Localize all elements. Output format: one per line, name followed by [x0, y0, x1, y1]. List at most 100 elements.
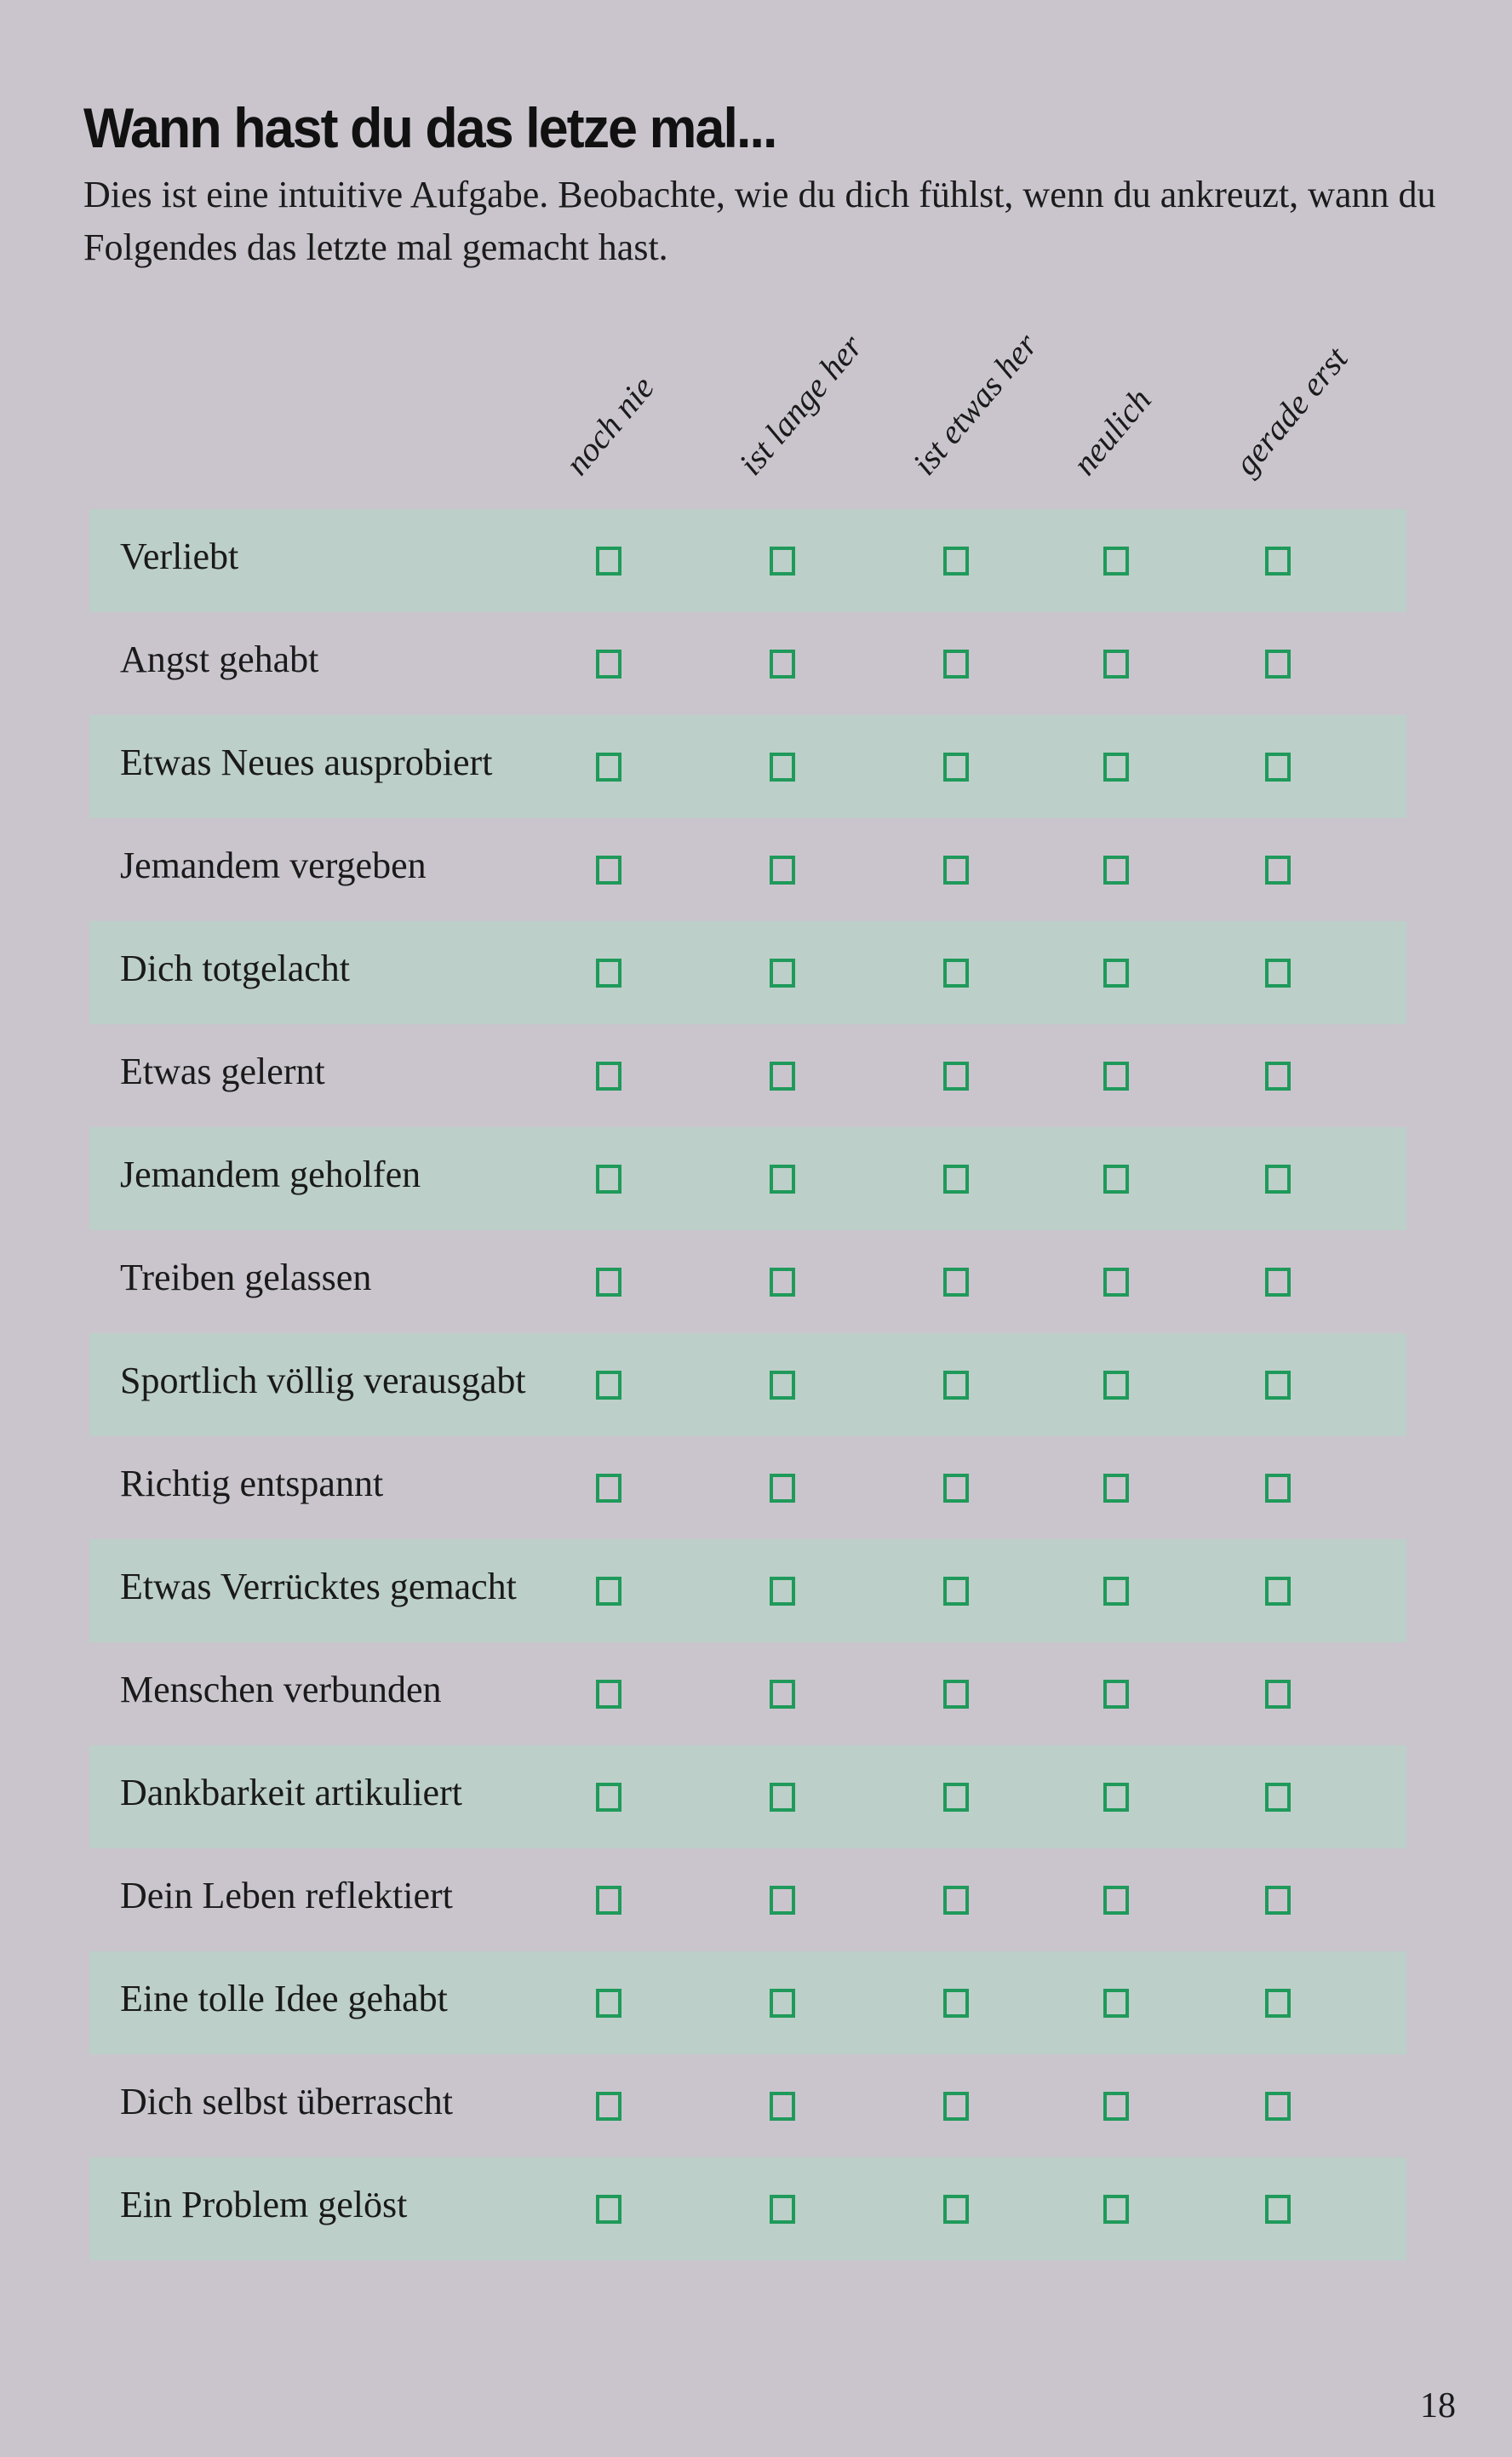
- table-row: Etwas Verrücktes gemacht: [89, 1539, 1406, 1642]
- checkbox[interactable]: [943, 1165, 969, 1194]
- checkbox[interactable]: [770, 547, 795, 576]
- checkbox[interactable]: [1103, 959, 1129, 988]
- checkbox[interactable]: [770, 753, 795, 782]
- checkbox[interactable]: [1265, 1165, 1291, 1194]
- checkbox[interactable]: [1103, 2195, 1129, 2224]
- checkbox[interactable]: [943, 753, 969, 782]
- table-row: Menschen verbunden: [89, 1642, 1406, 1745]
- checkbox[interactable]: [943, 1783, 969, 1812]
- checkbox[interactable]: [596, 1062, 621, 1091]
- checkbox[interactable]: [1265, 1371, 1291, 1400]
- checkbox[interactable]: [596, 1268, 621, 1297]
- checkbox[interactable]: [596, 547, 621, 576]
- checkbox[interactable]: [943, 1062, 969, 1091]
- checkbox[interactable]: [1103, 1165, 1129, 1194]
- checkbox[interactable]: [1103, 753, 1129, 782]
- checkbox[interactable]: [943, 1371, 969, 1400]
- checkbox[interactable]: [596, 2092, 621, 2121]
- intro-text: Dies ist eine intuitive Aufgabe. Beobach…: [83, 174, 1436, 268]
- checkbox[interactable]: [943, 856, 969, 885]
- checkbox[interactable]: [1103, 1886, 1129, 1915]
- checkbox[interactable]: [596, 1165, 621, 1194]
- checkbox[interactable]: [596, 1371, 621, 1400]
- checkbox[interactable]: [943, 959, 969, 988]
- checkbox[interactable]: [770, 1783, 795, 1812]
- checkbox[interactable]: [770, 1886, 795, 1915]
- checkbox[interactable]: [770, 1474, 795, 1503]
- checkbox[interactable]: [1103, 1062, 1129, 1091]
- checkbox[interactable]: [1103, 2092, 1129, 2121]
- checkbox[interactable]: [770, 959, 795, 988]
- row-label: Sportlich völlig verausgabt: [120, 1360, 526, 1401]
- checkbox[interactable]: [596, 1577, 621, 1606]
- checkbox[interactable]: [770, 1371, 795, 1400]
- checkbox[interactable]: [1265, 1062, 1291, 1091]
- checkbox[interactable]: [1103, 1783, 1129, 1812]
- checkbox[interactable]: [1265, 1680, 1291, 1709]
- checkbox[interactable]: [1103, 650, 1129, 679]
- checkbox[interactable]: [1265, 547, 1291, 576]
- checkbox[interactable]: [943, 2195, 969, 2224]
- checkbox[interactable]: [596, 1886, 621, 1915]
- table-row: Eine tolle Idee gehabt: [89, 1951, 1406, 2054]
- checkbox[interactable]: [1103, 1371, 1129, 1400]
- checkbox[interactable]: [1265, 1989, 1291, 2018]
- checkbox[interactable]: [1103, 1577, 1129, 1606]
- table-row: Angst gehabt: [89, 612, 1406, 715]
- table-row: Dankbarkeit artikuliert: [89, 1745, 1406, 1848]
- checkbox[interactable]: [596, 753, 621, 782]
- checkbox[interactable]: [1103, 1474, 1129, 1503]
- checkbox[interactable]: [1265, 2092, 1291, 2121]
- checkbox[interactable]: [596, 1474, 621, 1503]
- checkbox[interactable]: [770, 856, 795, 885]
- checkbox[interactable]: [770, 1577, 795, 1606]
- checkbox[interactable]: [770, 1165, 795, 1194]
- checkbox[interactable]: [943, 2092, 969, 2121]
- checkbox[interactable]: [1265, 959, 1291, 988]
- checkbox[interactable]: [943, 1577, 969, 1606]
- checkbox[interactable]: [943, 1680, 969, 1709]
- checkbox[interactable]: [1265, 1577, 1291, 1606]
- checkbox[interactable]: [1265, 1268, 1291, 1297]
- checkbox[interactable]: [770, 2195, 795, 2224]
- checkbox[interactable]: [1265, 1783, 1291, 1812]
- checkbox[interactable]: [943, 1474, 969, 1503]
- checkbox[interactable]: [943, 650, 969, 679]
- row-label: Ein Problem gelöst: [120, 2184, 408, 2225]
- checkbox[interactable]: [596, 2195, 621, 2224]
- checkbox[interactable]: [596, 1680, 621, 1709]
- page-title: Wann hast du das letze mal...: [83, 96, 777, 159]
- checkbox[interactable]: [596, 856, 621, 885]
- checkbox[interactable]: [770, 1680, 795, 1709]
- checkbox[interactable]: [770, 650, 795, 679]
- checkbox[interactable]: [1265, 753, 1291, 782]
- checkbox[interactable]: [770, 1268, 795, 1297]
- checkbox[interactable]: [1265, 650, 1291, 679]
- table-row: Verliebt: [89, 509, 1406, 612]
- checkbox[interactable]: [596, 1783, 621, 1812]
- checkbox[interactable]: [770, 1989, 795, 2018]
- row-label: Richtig entspannt: [120, 1463, 384, 1504]
- checkbox[interactable]: [596, 650, 621, 679]
- checkbox[interactable]: [596, 1989, 621, 2018]
- checkbox[interactable]: [1265, 2195, 1291, 2224]
- table-row: Dein Leben reflektiert: [89, 1848, 1406, 1951]
- checkbox[interactable]: [1103, 547, 1129, 576]
- checkbox[interactable]: [1265, 1886, 1291, 1915]
- checkbox[interactable]: [943, 1886, 969, 1915]
- checkbox[interactable]: [1265, 1474, 1291, 1503]
- checkbox[interactable]: [943, 547, 969, 576]
- checkbox[interactable]: [1103, 856, 1129, 885]
- table-row: Etwas Neues ausprobiert: [89, 715, 1406, 818]
- checkbox[interactable]: [943, 1268, 969, 1297]
- checkbox[interactable]: [1103, 1680, 1129, 1709]
- checkbox[interactable]: [1103, 1989, 1129, 2018]
- checkbox[interactable]: [1103, 1268, 1129, 1297]
- checkbox[interactable]: [770, 2092, 795, 2121]
- checkbox[interactable]: [596, 959, 621, 988]
- checkbox[interactable]: [1265, 856, 1291, 885]
- table-row: Dich selbst überrascht: [89, 2054, 1406, 2157]
- checkbox[interactable]: [943, 1989, 969, 2018]
- table-row: Jemandem geholfen: [89, 1127, 1406, 1230]
- checkbox[interactable]: [770, 1062, 795, 1091]
